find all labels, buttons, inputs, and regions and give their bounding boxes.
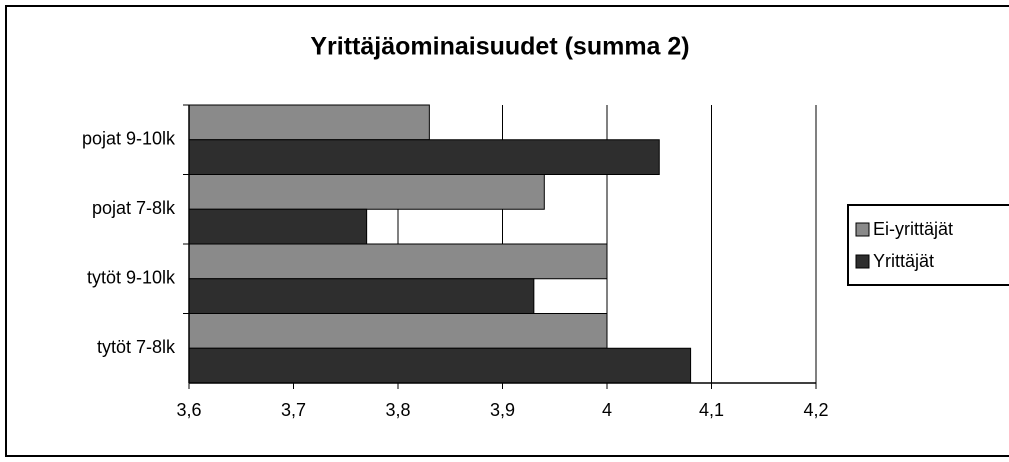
chart-title: Yrittäjäominaisuudet (summa 2): [310, 33, 689, 61]
legend-swatch: [855, 222, 870, 237]
bar: [188, 347, 692, 384]
x-tick-label: 3,7: [281, 400, 306, 420]
x-tick-label: 4: [602, 400, 612, 420]
y-tick-label: tytöt 9-10lk: [87, 268, 176, 288]
legend-swatch: [855, 254, 870, 269]
chart-border: [5, 5, 1009, 457]
bar: [188, 104, 430, 141]
bar: [188, 174, 545, 210]
legend-label: Ei-yrittäjät: [873, 219, 953, 239]
x-tick-label: 3,6: [176, 400, 201, 420]
bar: [188, 313, 608, 349]
x-tick-label: 4,2: [803, 400, 828, 420]
x-tick-label: 3,9: [490, 400, 515, 420]
y-tick-label: pojat 7-8lk: [92, 198, 176, 218]
bar: [188, 139, 660, 175]
bar: [188, 278, 535, 314]
y-tick-label: tytöt 7-8lk: [97, 337, 176, 357]
y-tick-label: pojat 9-10lk: [82, 129, 176, 149]
legend-box: [847, 204, 1009, 286]
bar: [188, 243, 608, 280]
x-tick-label: 3,8: [385, 400, 410, 420]
x-tick-label: 4,1: [699, 400, 724, 420]
legend-label: Yrittäjät: [873, 251, 934, 271]
bar: [188, 208, 368, 245]
